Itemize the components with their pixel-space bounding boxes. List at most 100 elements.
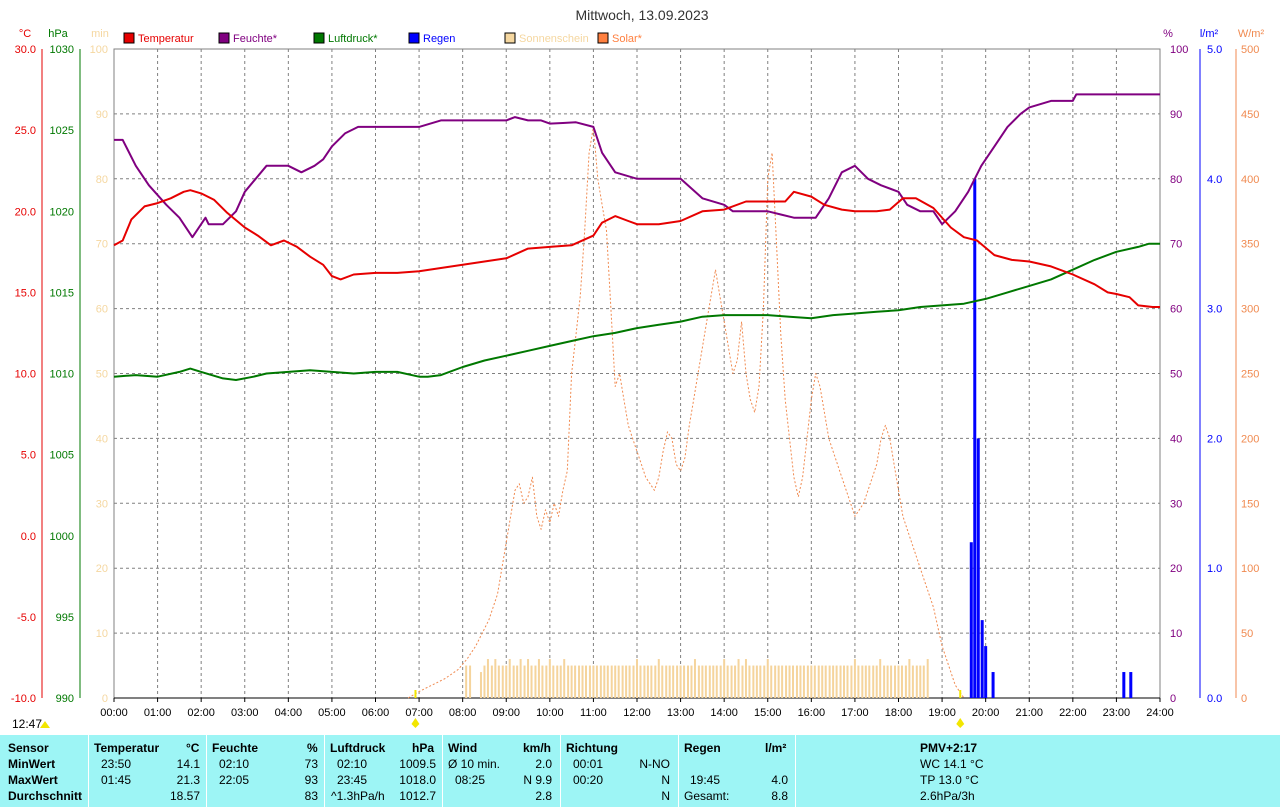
legend-swatch bbox=[313, 32, 325, 44]
sunshine-bar bbox=[668, 665, 671, 698]
sunshine-bar bbox=[701, 665, 704, 698]
tick-label-humidity: 60 bbox=[1170, 304, 1182, 316]
sunshine-bar bbox=[832, 665, 835, 698]
tick-label-pressure: 995 bbox=[56, 612, 74, 624]
stats-temp-value: 21.3 bbox=[176, 773, 200, 787]
tick-label-temperature: 25.0 bbox=[15, 125, 36, 137]
sunshine-bar bbox=[763, 665, 766, 698]
x-tick-label: 05:00 bbox=[318, 707, 346, 719]
sunshine-bar bbox=[606, 665, 609, 698]
sunshine-bar bbox=[632, 665, 635, 698]
sunshine-bar bbox=[846, 665, 849, 698]
sunshine-bar bbox=[843, 665, 846, 698]
sunshine-bar bbox=[592, 665, 595, 698]
stats-pmv-value: TP 13.0 °C bbox=[920, 773, 979, 787]
sunshine-bar bbox=[857, 665, 860, 698]
sunshine-bar bbox=[610, 665, 613, 698]
axis-unit-pressure: hPa bbox=[48, 28, 68, 40]
tick-label-pressure: 1010 bbox=[50, 369, 74, 381]
stats-panel: Sensor Temperatur °C Feuchte % Luftdruck… bbox=[0, 735, 1280, 807]
stats-rain-value: 8.8 bbox=[771, 789, 788, 803]
temperature-line bbox=[113, 189, 1160, 308]
sunshine-bar bbox=[861, 665, 864, 698]
rain-bar bbox=[969, 542, 973, 698]
stats-wind-value: N 9.9 bbox=[523, 773, 552, 787]
sunshine-bar bbox=[486, 659, 489, 698]
legend-swatch bbox=[597, 32, 609, 44]
stats-header-sensor: Sensor bbox=[8, 741, 49, 755]
stats-header-pressure-unit: hPa bbox=[412, 741, 435, 755]
legend-label: Regen bbox=[423, 33, 455, 45]
chart-axes: 00:00 01:00 02:00 03:00 04:00 05:00 06:00 07:00… bbox=[11, 44, 1259, 719]
tick-label-humidity: 30 bbox=[1170, 498, 1182, 510]
tick-label-humidity: 80 bbox=[1170, 174, 1182, 186]
tick-label-rain: 3.0 bbox=[1207, 304, 1222, 316]
stats-hum-value: 83 bbox=[304, 789, 318, 803]
stats-header-humidity: Feuchte bbox=[212, 741, 259, 755]
tick-label-temperature: 0.0 bbox=[21, 531, 36, 543]
stats-hum-value: 73 bbox=[304, 757, 318, 771]
stats-hum-value: 93 bbox=[304, 773, 318, 787]
sunshine-bar bbox=[813, 665, 816, 698]
tick-label-humidity: 40 bbox=[1170, 433, 1182, 445]
legend-swatch bbox=[504, 32, 516, 44]
sunshine-bar bbox=[574, 665, 577, 698]
legend-label: Feuchte* bbox=[233, 33, 278, 45]
humidity-line bbox=[114, 93, 1160, 239]
sunshine-bar bbox=[578, 665, 581, 698]
stats-wind-value: 2.8 bbox=[535, 789, 552, 803]
tick-label-pressure: 1020 bbox=[50, 206, 74, 218]
stats-hum-time: 22:05 bbox=[219, 773, 250, 787]
tick-label-sunshine: 100 bbox=[90, 44, 108, 56]
tick-label-rain: 5.0 bbox=[1207, 44, 1222, 56]
sunshine-bar bbox=[744, 659, 747, 698]
tick-label-humidity: 50 bbox=[1170, 369, 1182, 381]
sunshine-bar bbox=[708, 665, 711, 698]
tick-label-temperature: 10.0 bbox=[15, 369, 36, 381]
sunshine-bar bbox=[911, 665, 914, 698]
stats-header-humidity-unit: % bbox=[307, 741, 318, 755]
sun-marker-icon bbox=[956, 718, 965, 728]
stats-dir-value: N bbox=[661, 773, 670, 787]
tick-label-temperature: 15.0 bbox=[15, 287, 36, 299]
tick-label-sunshine: 30 bbox=[96, 498, 108, 510]
sunshine-bar bbox=[621, 665, 624, 698]
x-tick-label: 02:00 bbox=[187, 707, 215, 719]
sunshine-bar bbox=[494, 659, 497, 698]
sunshine-bar bbox=[730, 665, 733, 698]
x-tick-label: 17:00 bbox=[841, 707, 869, 719]
stats-wind-label: Ø 10 min. bbox=[448, 757, 501, 771]
weather-chart: Mittwoch, 13.09.2023 °C hPa min % l/m² W… bbox=[11, 7, 1264, 728]
stats-temp-time: 23:50 bbox=[101, 757, 132, 771]
sunshine-bar bbox=[915, 665, 918, 698]
sunshine-bar bbox=[868, 665, 871, 698]
x-tick-label: 19:00 bbox=[928, 707, 956, 719]
tick-label-solar: 50 bbox=[1241, 628, 1253, 640]
sunshine-bar bbox=[755, 665, 758, 698]
axis-unit-sunshine: min bbox=[91, 28, 109, 40]
stats-rain-value: 4.0 bbox=[771, 773, 788, 787]
sunshine-bar bbox=[723, 659, 726, 698]
tick-label-temperature: -5.0 bbox=[17, 612, 36, 624]
tick-label-sunshine: 60 bbox=[96, 304, 108, 316]
x-tick-label: 14:00 bbox=[710, 707, 738, 719]
sunshine-bar bbox=[879, 659, 882, 698]
tick-label-pressure: 1000 bbox=[50, 531, 74, 543]
legend-swatch bbox=[123, 32, 135, 44]
stats-header-wind-unit: km/h bbox=[523, 741, 552, 755]
tick-label-sunshine: 20 bbox=[96, 563, 108, 575]
tick-label-pressure: 1030 bbox=[50, 44, 74, 56]
sunshine-bar bbox=[919, 665, 922, 698]
sunshine-bar bbox=[512, 665, 515, 698]
sunshine-bar bbox=[683, 665, 686, 698]
stats-rain-time: Gesamt: bbox=[684, 789, 730, 803]
sunshine-bar bbox=[777, 665, 780, 698]
sunshine-bar bbox=[585, 665, 588, 698]
sunshine-bar bbox=[883, 665, 886, 698]
sunshine-bar bbox=[802, 665, 805, 698]
stats-header-temperature-unit: °C bbox=[186, 741, 200, 755]
x-tick-label: 03:00 bbox=[231, 707, 259, 719]
tick-label-rain: 2.0 bbox=[1207, 433, 1222, 445]
stats-row-label: MinWert bbox=[8, 757, 56, 771]
pressure-line bbox=[113, 242, 1160, 381]
